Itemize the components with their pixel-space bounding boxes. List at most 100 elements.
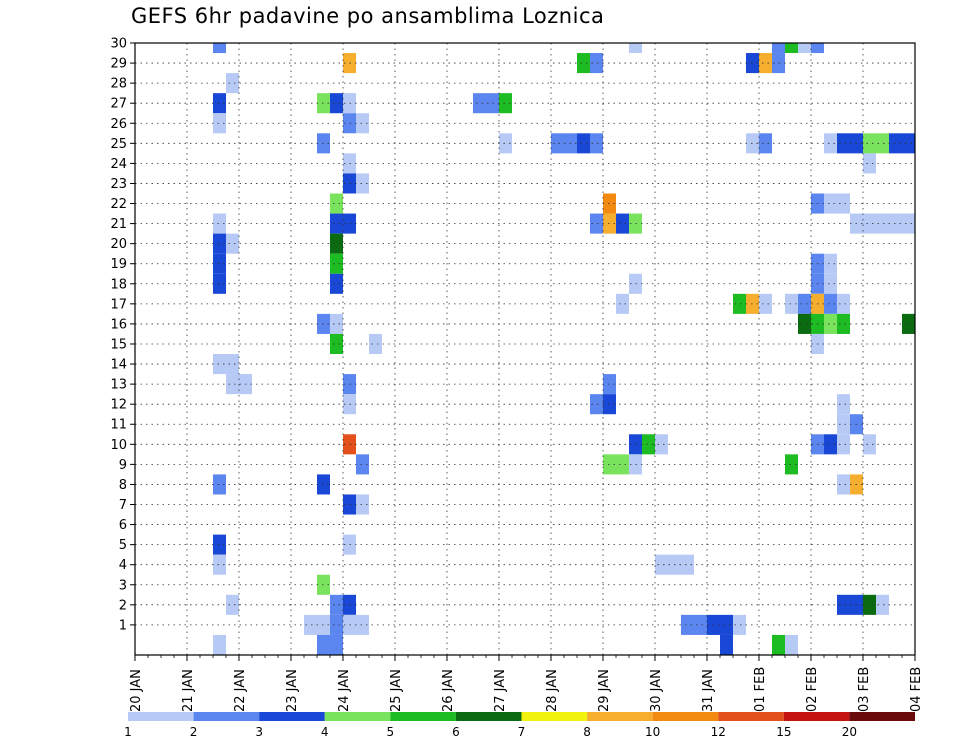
heat-cell: [213, 273, 226, 294]
x-tick-label: 21 JAN: [181, 669, 196, 712]
heat-cell: [616, 213, 629, 234]
heat-cell: [213, 213, 226, 234]
heat-cell: [330, 213, 356, 234]
heat-cell: [330, 333, 343, 355]
legend-label: 20: [842, 725, 857, 739]
heat-cell: [473, 93, 499, 114]
y-tick-label: 2: [119, 598, 127, 613]
heat-cell: [590, 213, 603, 234]
heat-cell: [642, 434, 655, 455]
legend-swatch: [324, 712, 391, 721]
heat-cell: [889, 133, 915, 154]
heat-cell: [213, 534, 226, 555]
plot-frame: [134, 42, 916, 656]
x-tick-label: 02 FEB: [805, 667, 820, 712]
legend-label: 1: [124, 725, 132, 739]
y-tick-label: 11: [110, 418, 127, 433]
y-tick-label: 3: [119, 578, 127, 593]
heat-cell: [590, 133, 603, 154]
x-tick-label: 27 JAN: [493, 669, 508, 712]
heat-cell: [213, 43, 226, 54]
heat-cell: [720, 634, 733, 655]
heat-cell: [226, 233, 239, 254]
heat-cell: [330, 233, 343, 254]
heat-cell: [356, 173, 369, 194]
heat-cell: [577, 133, 590, 154]
legend-swatch: [193, 712, 260, 721]
x-tick-label: 29 JAN: [597, 669, 612, 712]
heat-cell: [759, 293, 772, 314]
heat-cell: [213, 634, 226, 655]
heat-cell: [616, 293, 629, 314]
y-tick-label: 1: [119, 618, 127, 633]
heat-cell: [629, 43, 642, 54]
legend-label: 12: [711, 725, 726, 739]
heat-cell: [824, 293, 837, 314]
heat-cell: [837, 434, 850, 455]
heat-cell: [356, 494, 369, 515]
y-tick-label: 8: [119, 478, 127, 493]
heat-cell: [330, 313, 343, 334]
heat-cell: [798, 313, 811, 334]
heat-cell: [824, 273, 837, 294]
heat-cell: [226, 73, 239, 94]
heat-cell: [863, 153, 876, 174]
heat-cell: [213, 253, 226, 274]
legend-swatch: [390, 712, 456, 721]
heat-cell: [837, 394, 850, 415]
heat-cell: [798, 43, 811, 54]
heat-cell: [837, 293, 850, 314]
y-tick-label: 24: [110, 157, 127, 172]
heat-cell: [902, 313, 915, 334]
heat-cell: [785, 454, 798, 475]
y-tick-label: 9: [119, 458, 127, 473]
heat-cell: [213, 474, 226, 495]
heat-cell: [733, 293, 746, 314]
heat-cell: [863, 434, 876, 455]
x-tick-label: 28 JAN: [545, 669, 560, 712]
heat-cell: [499, 133, 512, 154]
x-tick-label: 24 JAN: [337, 669, 352, 712]
heat-cell: [772, 43, 785, 54]
y-tick-label: 16: [110, 317, 127, 332]
heat-cell: [824, 313, 837, 334]
legend-label: 10: [645, 725, 660, 739]
heat-cell: [681, 614, 707, 635]
heat-cell: [590, 394, 603, 415]
y-tick-label: 6: [119, 518, 127, 533]
legend-label: 6: [452, 725, 460, 739]
heat-cell: [863, 133, 889, 154]
heat-cell: [330, 594, 343, 615]
heat-cell: [850, 213, 915, 234]
heat-cell: [330, 93, 343, 114]
y-tick-label: 13: [110, 378, 127, 393]
y-tick-label: 10: [110, 438, 127, 453]
legend-swatch: [259, 712, 325, 721]
legend-label: 5: [387, 725, 395, 739]
x-tick-label: 30 JAN: [649, 669, 664, 712]
legend-swatch: [587, 712, 653, 721]
legend-swatch: [455, 712, 522, 721]
legend-swatch: [849, 712, 915, 721]
legend-label: 15: [776, 725, 791, 739]
y-tick-label: 5: [119, 538, 127, 553]
heat-cell: [213, 113, 226, 134]
x-tick-label: 20 JAN: [129, 669, 144, 712]
legend-label: 2: [190, 725, 198, 739]
x-tick-label: 31 JAN: [701, 669, 716, 712]
heat-cell: [707, 614, 733, 635]
heat-cell: [837, 414, 850, 435]
legend-swatch: [128, 712, 194, 721]
heat-cell: [330, 614, 343, 635]
y-tick-label: 26: [110, 117, 127, 132]
legend-label: 7: [518, 725, 526, 739]
heat-cell: [733, 614, 746, 635]
heat-cell: [785, 293, 798, 314]
x-tick-label: 25 JAN: [389, 669, 404, 712]
heat-cell: [824, 434, 837, 455]
heat-cell: [798, 293, 811, 314]
y-tick-label: 25: [110, 137, 127, 152]
heat-cell: [824, 253, 837, 274]
heat-cell: [785, 634, 798, 655]
heat-cell: [577, 53, 590, 74]
